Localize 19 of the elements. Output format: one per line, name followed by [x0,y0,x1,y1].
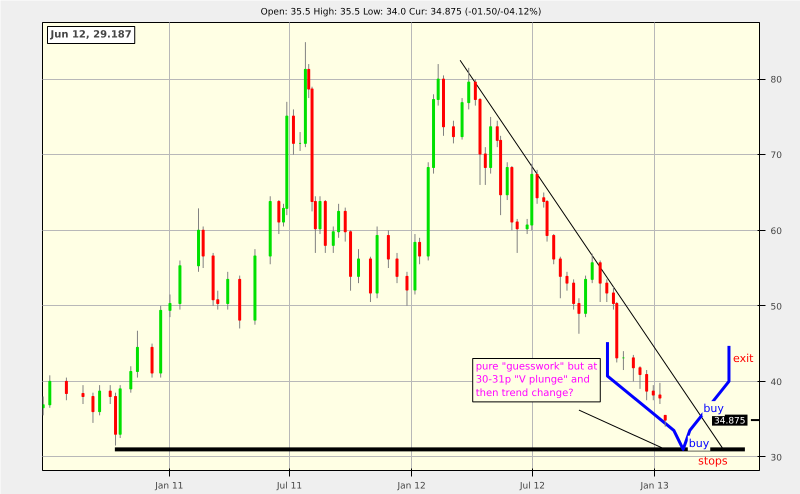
annotation: pure "guesswork" but at 30-31p "V plunge" and then trend change? [476,362,598,399]
annotation: buy [703,402,724,416]
ref-line-label: 34.875 [714,416,746,427]
annotation: stops [698,454,728,468]
y-tick-label: 70 [770,151,782,162]
y-tick-label: 80 [770,76,782,86]
chart-subtitle: Open: 35.5 High: 35.5 Low: 34.0 Cur: 34.875 (-01.50/-04.12%) [260,8,542,18]
annotation: buy [688,436,710,450]
x-tick-label: Jan 13 [640,482,669,492]
x-tick-label: Jul 12 [518,482,546,492]
x-tick-label: Jan 11 [154,482,184,492]
x-tick-label: Jul 11 [276,482,302,492]
y-tick-label: 30 [770,453,782,464]
y-tick-label: 50 [770,302,782,312]
y-tick-label: 60 [770,226,782,237]
x-tick-label: Jan 12 [396,482,426,492]
annotation: exit [733,352,754,365]
y-tick-label: 40 [770,378,782,388]
annotation: Jun 12, 29.187 [50,30,132,40]
